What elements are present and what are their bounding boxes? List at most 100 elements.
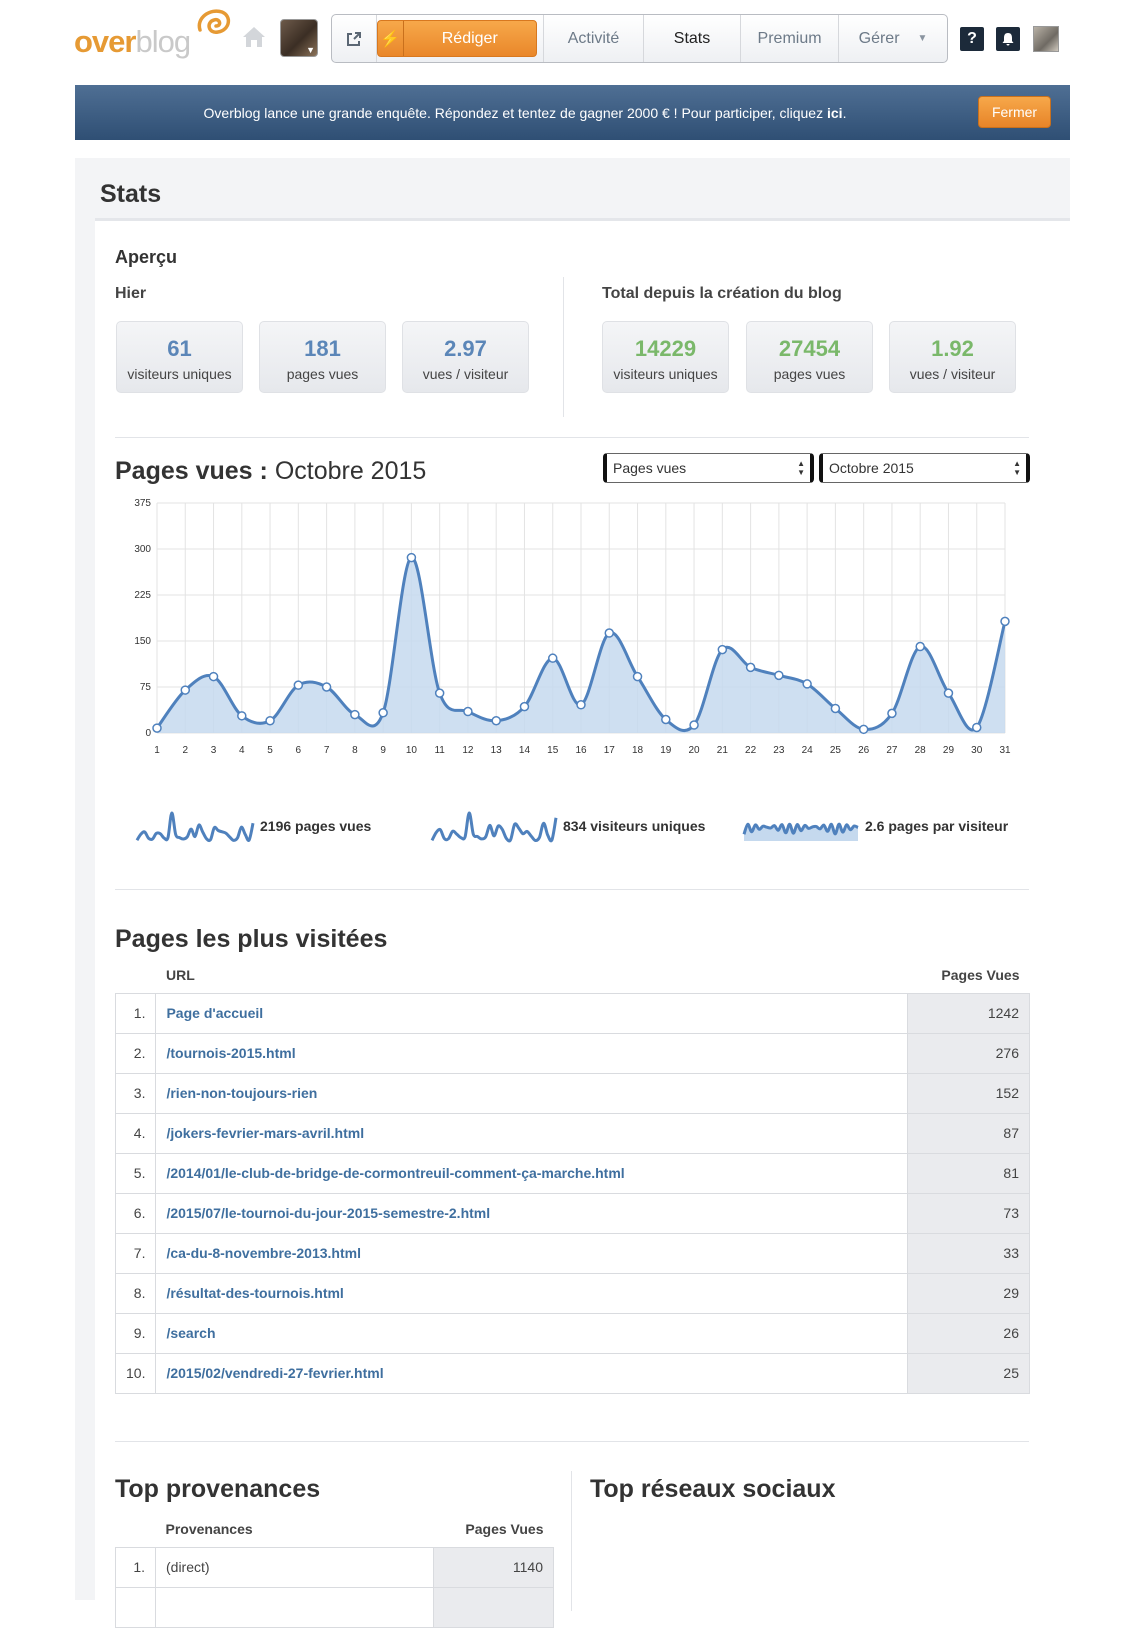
metric-select[interactable]: Pages vues ▲ ▼ bbox=[603, 453, 814, 483]
x-tick-label: 31 bbox=[999, 745, 1011, 756]
stat-label: visiteurs uniques bbox=[613, 366, 718, 382]
x-tick-label: 25 bbox=[830, 745, 842, 756]
write-button-label: Rédiger bbox=[441, 29, 498, 47]
data-point bbox=[943, 688, 954, 698]
data-point bbox=[180, 685, 191, 695]
top-social-title: Top réseaux sociaux bbox=[590, 1475, 836, 1503]
home-icon[interactable] bbox=[241, 25, 267, 49]
table-row[interactable]: 1. (direct) 1140 bbox=[115, 1546, 554, 1588]
x-tick-label: 29 bbox=[943, 745, 955, 756]
nav-premium-label: Premium bbox=[757, 29, 822, 47]
summary-value: 834 bbox=[563, 818, 587, 834]
stat-yesterday-visitors: 61 visiteurs uniques bbox=[116, 321, 243, 393]
row-views: 73 bbox=[907, 1192, 1030, 1234]
data-point bbox=[208, 671, 219, 682]
row-views: 26 bbox=[907, 1312, 1030, 1354]
row-views bbox=[433, 1586, 554, 1628]
close-banner-button[interactable]: Fermer bbox=[978, 96, 1051, 128]
stat-value: 181 bbox=[304, 336, 341, 361]
page-link[interactable]: /jokers-fevrier-mars-avril.html bbox=[166, 1125, 365, 1141]
page-link[interactable]: /ca-du-8-novembre-2013.html bbox=[166, 1245, 361, 1261]
nav-manage[interactable]: Gérer ▼ bbox=[838, 15, 947, 62]
table-row[interactable]: 1. Page d'accueil 1242 bbox=[114, 992, 1030, 1034]
summary-label: pages vues bbox=[295, 818, 372, 834]
lightning-icon: ⚡ bbox=[378, 21, 404, 56]
data-point bbox=[802, 679, 812, 689]
overview-divider bbox=[563, 277, 564, 417]
top-pages-table: URL Pages Vues 1. Page d'accueil 1242 2. /to… bbox=[114, 957, 1030, 1394]
data-point bbox=[576, 700, 586, 710]
user-avatar[interactable] bbox=[1033, 26, 1059, 52]
x-tick-label: 23 bbox=[773, 745, 785, 756]
open-blog-button[interactable] bbox=[332, 15, 377, 62]
data-point bbox=[604, 628, 615, 638]
chevron-down-icon: ▼ bbox=[917, 33, 928, 44]
page-link[interactable]: /résultat-des-tournois.html bbox=[166, 1285, 344, 1301]
nav-stats[interactable]: Stats bbox=[643, 15, 740, 62]
month-select[interactable]: Octobre 2015 ▲ ▼ bbox=[819, 453, 1030, 483]
data-point bbox=[830, 703, 841, 714]
x-tick-label: 28 bbox=[915, 745, 927, 756]
table-row[interactable]: 8. /résultat-des-tournois.html 29 bbox=[114, 1272, 1030, 1314]
page-link[interactable]: /2015/07/le-tournoi-du-jour-2015-semestr… bbox=[166, 1205, 491, 1221]
pageviews-sparkline bbox=[135, 811, 255, 843]
data-point bbox=[717, 644, 728, 655]
row-rank: 7. bbox=[114, 1232, 157, 1274]
page-link[interactable]: Page d'accueil bbox=[166, 1005, 264, 1021]
page-link[interactable]: /search bbox=[166, 1325, 216, 1341]
page-link[interactable]: /tournois-2015.html bbox=[166, 1045, 296, 1061]
overblog-logo[interactable]: overblog bbox=[74, 4, 234, 64]
table-row[interactable]: 10. /2015/02/vendredi-27-fevrier.html 25 bbox=[114, 1352, 1030, 1394]
write-button[interactable]: ⚡ Rédiger bbox=[376, 20, 537, 57]
row-url: /rien-non-toujours-rien bbox=[155, 1072, 908, 1114]
row-rank: 6. bbox=[114, 1192, 157, 1234]
summary-label: visiteurs uniques bbox=[590, 818, 706, 834]
stats-panel: Stats Aperçu Hier Total depuis la créati… bbox=[75, 158, 1070, 1628]
blog-avatar[interactable]: ▼ bbox=[280, 19, 318, 57]
series-area bbox=[157, 557, 1005, 733]
bell-icon bbox=[1002, 33, 1014, 46]
summary-value: 2.6 bbox=[865, 818, 885, 834]
table-row[interactable]: 7. /ca-du-8-novembre-2013.html 33 bbox=[114, 1232, 1030, 1274]
help-button[interactable]: ? bbox=[960, 27, 984, 51]
table-row[interactable]: 3. /rien-non-toujours-rien 152 bbox=[114, 1072, 1030, 1114]
table-row[interactable] bbox=[115, 1586, 554, 1628]
sparkline-line bbox=[430, 811, 558, 843]
total-label: Total depuis la création du blog bbox=[602, 285, 842, 302]
row-url: /search bbox=[155, 1312, 908, 1354]
top-sources-table: Provenances Pages Vues 1. (direct) 1140 bbox=[115, 1511, 554, 1628]
row-rank: 10. bbox=[114, 1352, 157, 1394]
stat-total-ratio: 1.92 vues / visiteur bbox=[889, 321, 1016, 393]
table-row[interactable]: 5. /2014/01/le-club-de-bridge-de-cormontr… bbox=[114, 1152, 1030, 1194]
row-rank: 3. bbox=[114, 1072, 157, 1114]
data-point bbox=[632, 671, 643, 682]
page-link[interactable]: /2014/01/le-club-de-bridge-de-cormontreu… bbox=[166, 1165, 625, 1181]
table-row[interactable]: 4. /jokers-fevrier-mars-avril.html 87 bbox=[114, 1112, 1030, 1154]
table-row[interactable]: 2. /tournois-2015.html 276 bbox=[114, 1032, 1030, 1074]
col-views: Pages Vues bbox=[941, 966, 1020, 983]
x-tick-label: 30 bbox=[971, 745, 983, 756]
row-rank: 8. bbox=[114, 1272, 157, 1314]
page-link[interactable]: /rien-non-toujours-rien bbox=[166, 1085, 318, 1101]
table-row[interactable]: 6. /2015/07/le-tournoi-du-jour-2015-semes… bbox=[114, 1192, 1030, 1234]
table-row[interactable]: 9. /search 26 bbox=[114, 1312, 1030, 1354]
row-url: /2015/02/vendredi-27-fevrier.html bbox=[155, 1352, 908, 1394]
nav-manage-label: Gérer bbox=[858, 29, 900, 47]
data-point bbox=[350, 709, 360, 720]
summary-visitors: 834 visiteurs uniques bbox=[430, 809, 705, 843]
x-tick-label: 5 bbox=[267, 745, 273, 756]
data-point bbox=[971, 722, 982, 733]
stat-value: 14229 bbox=[634, 336, 697, 361]
y-tick-label: 225 bbox=[134, 590, 151, 601]
notifications-button[interactable] bbox=[996, 27, 1020, 51]
y-tick-label: 150 bbox=[134, 636, 151, 647]
row-url: /résultat-des-tournois.html bbox=[155, 1272, 908, 1314]
data-point bbox=[434, 688, 445, 698]
data-point bbox=[321, 682, 332, 692]
nav-activity[interactable]: Activité bbox=[542, 15, 643, 62]
nav-premium[interactable]: Premium bbox=[740, 15, 838, 62]
row-source bbox=[155, 1586, 434, 1628]
banner-link[interactable]: ici bbox=[826, 104, 843, 121]
page-link[interactable]: /2015/02/vendredi-27-fevrier.html bbox=[166, 1365, 384, 1381]
